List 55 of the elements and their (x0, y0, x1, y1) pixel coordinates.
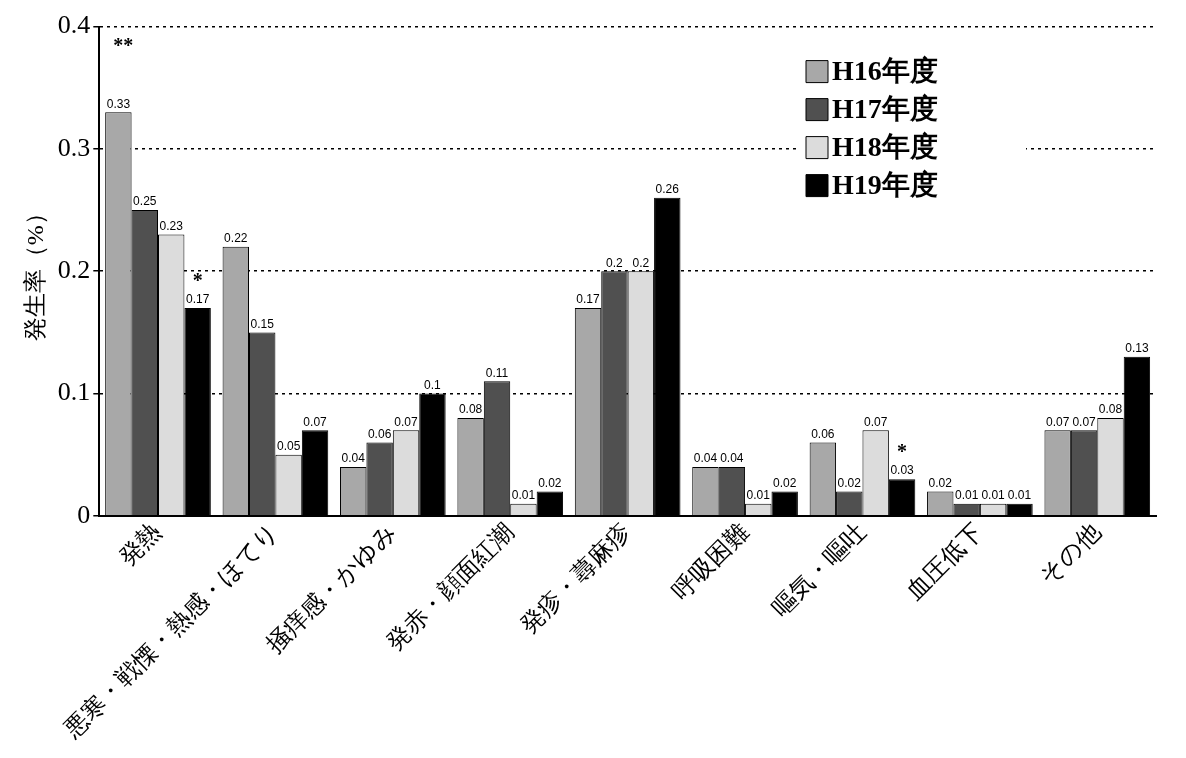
y-axis-title: 発生率（%） (21, 201, 48, 342)
legend-label: H18年度 (832, 130, 938, 162)
data-label: 0.05 (276, 439, 301, 454)
data-label: 0.33 (106, 96, 131, 111)
data-label: 0.01 (1007, 487, 1032, 502)
data-label: 0.08 (1098, 402, 1123, 417)
data-label: 0.01 (746, 487, 771, 502)
data-label: 0.01 (981, 487, 1006, 502)
annotation: ** (113, 33, 134, 56)
x-tick-label: 発熱 (113, 518, 166, 571)
data-label: 0.04 (720, 451, 744, 466)
data-label: 0.02 (837, 475, 862, 490)
data-label: 0.2 (606, 255, 624, 270)
data-label: 0.2 (632, 255, 650, 270)
data-label: 0.01 (954, 487, 979, 502)
x-tick-label: 呼吸困難 (666, 518, 754, 605)
data-label: 0.04 (693, 451, 718, 466)
data-label: 0.22 (224, 231, 248, 246)
y-tick-label: 0.2 (57, 255, 91, 285)
data-label: 0.17 (576, 292, 601, 307)
data-label: 0.03 (890, 463, 915, 478)
data-label: 0.04 (341, 451, 366, 466)
data-label: 0.02 (928, 475, 953, 490)
annotation: * (192, 269, 203, 292)
data-label: 0.06 (367, 426, 392, 441)
annotation: * (897, 440, 908, 463)
data-label: 0.07 (1072, 414, 1097, 429)
data-label: 0.02 (773, 475, 797, 490)
data-label: 0.08 (458, 402, 483, 417)
data-label: 0.07 (1045, 414, 1070, 429)
x-tick-label: 血圧低下 (901, 518, 988, 605)
data-label: 0.07 (864, 414, 888, 429)
data-label: 0.25 (133, 194, 157, 209)
data-label: 0.17 (185, 292, 210, 307)
data-label: 0.07 (303, 414, 328, 429)
y-tick-label: 0.3 (57, 132, 91, 162)
y-tick-label: 0 (77, 499, 91, 529)
x-tick-label: 嘔気・嘔吐 (767, 518, 871, 622)
y-tick-label: 0.4 (57, 10, 91, 40)
data-label: 0.07 (394, 414, 419, 429)
data-label: 0.1 (424, 377, 442, 392)
x-tick-label: その他 (1034, 518, 1106, 590)
data-label: 0.23 (159, 218, 184, 233)
data-label: 0.13 (1125, 341, 1149, 356)
data-label: 0.06 (811, 426, 835, 441)
y-tick-label: 0.1 (57, 377, 91, 407)
data-label: 0.26 (655, 182, 680, 197)
x-tick-label: 発疹・蕁麻疹 (515, 518, 636, 639)
legend-label: H17年度 (832, 92, 938, 124)
data-label: 0.01 (511, 487, 536, 502)
legend-label: H19年度 (832, 168, 938, 200)
legend-label: H16年度 (832, 54, 938, 86)
data-label: 0.11 (485, 365, 509, 380)
data-label: 0.02 (538, 475, 562, 490)
data-label: 0.15 (250, 316, 275, 331)
